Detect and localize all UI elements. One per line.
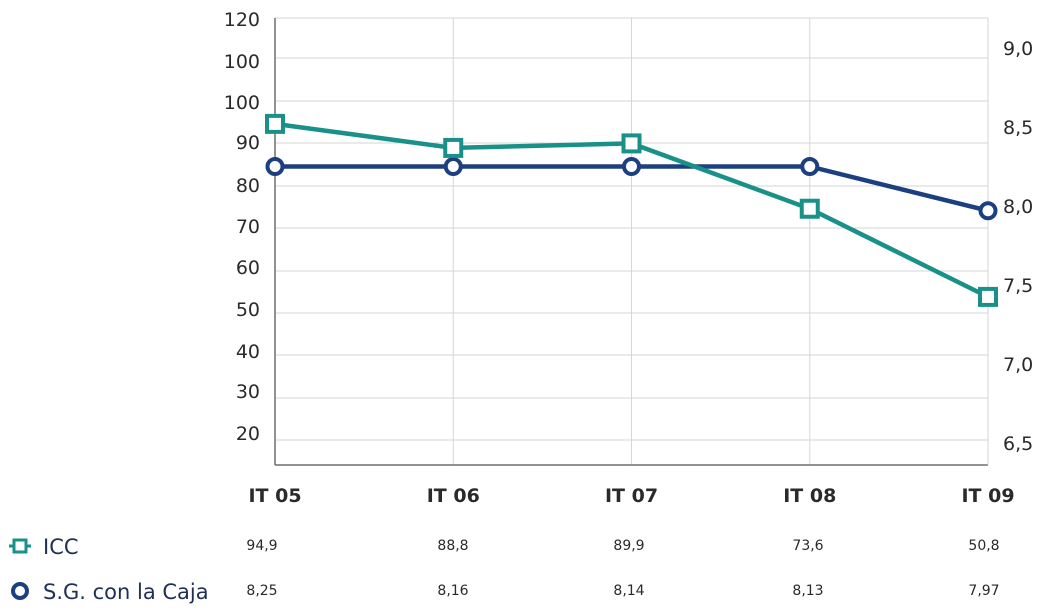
right-tick-label: 8,5 — [1003, 117, 1033, 139]
data-point-circle — [622, 157, 641, 176]
axes — [274, 18, 989, 466]
x-tick-label: IT 05 — [248, 485, 301, 507]
data-value-label: 88,8 — [437, 538, 468, 554]
left-tick-label: 100 — [224, 51, 260, 73]
data-value-label: 89,9 — [613, 538, 644, 554]
legend-square-icon — [12, 538, 28, 554]
data-value-label: 94,9 — [246, 538, 277, 554]
data-value-label: 7,97 — [968, 583, 999, 599]
data-point-circle — [978, 201, 998, 221]
data-point-square — [799, 198, 820, 219]
right-tick-label: 8,0 — [1003, 196, 1033, 218]
series-markers — [265, 113, 998, 307]
data-point-square — [621, 133, 642, 154]
data-value-label: 50,8 — [968, 538, 999, 554]
data-value-label: 8,25 — [246, 583, 277, 599]
left-tick-label: 50 — [236, 299, 260, 321]
left-tick-label: 20 — [236, 423, 260, 445]
data-point-circle — [265, 157, 285, 176]
x-axis-ticks: IT 05 IT 06 IT 07 IT 08 IT 09 — [248, 485, 1014, 507]
data-value-label: 8,14 — [613, 583, 644, 599]
legend: ICC S.G. con la Caja — [9, 535, 209, 604]
left-tick-label: 90 — [236, 132, 260, 154]
left-tick-label: 60 — [236, 257, 260, 279]
left-tick-label: 70 — [236, 216, 260, 238]
left-axis-ticks: 120 100 100 90 80 70 60 50 40 30 20 — [224, 9, 260, 445]
right-tick-label: 7,5 — [1003, 275, 1033, 297]
left-tick-label: 80 — [236, 175, 260, 197]
data-value-label: 73,6 — [792, 538, 823, 554]
value-table: 94,9 88,8 89,9 73,6 50,8 8,25 8,16 8,14 8,13 7,97 — [246, 538, 999, 599]
right-axis-ticks: 9,0 8,5 8,0 7,5 7,0 6,5 — [1003, 38, 1033, 455]
data-point-circle — [443, 157, 463, 176]
data-point-square — [443, 137, 464, 158]
x-tick-label: IT 06 — [427, 485, 480, 507]
left-tick-label: 120 — [224, 9, 260, 31]
right-tick-label: 7,0 — [1003, 354, 1033, 376]
left-tick-label: 100 — [224, 92, 260, 114]
x-tick-label: IT 08 — [783, 485, 836, 507]
data-point-square — [978, 286, 998, 307]
x-tick-label: IT 07 — [605, 485, 658, 507]
right-tick-label: 6,5 — [1003, 433, 1033, 455]
legend-label: S.G. con la Caja — [43, 580, 209, 604]
data-value-label: 8,13 — [792, 583, 823, 599]
data-point-circle — [800, 157, 820, 176]
grid — [274, 17, 989, 465]
left-tick-label: 40 — [236, 341, 260, 363]
legend-label: ICC — [43, 535, 79, 559]
data-point-square — [265, 113, 285, 134]
right-tick-label: 9,0 — [1003, 38, 1033, 60]
left-tick-label: 30 — [236, 381, 260, 403]
data-value-label: 8,16 — [437, 583, 468, 599]
x-tick-label: IT 09 — [961, 485, 1014, 507]
legend-circle-icon — [11, 582, 29, 600]
